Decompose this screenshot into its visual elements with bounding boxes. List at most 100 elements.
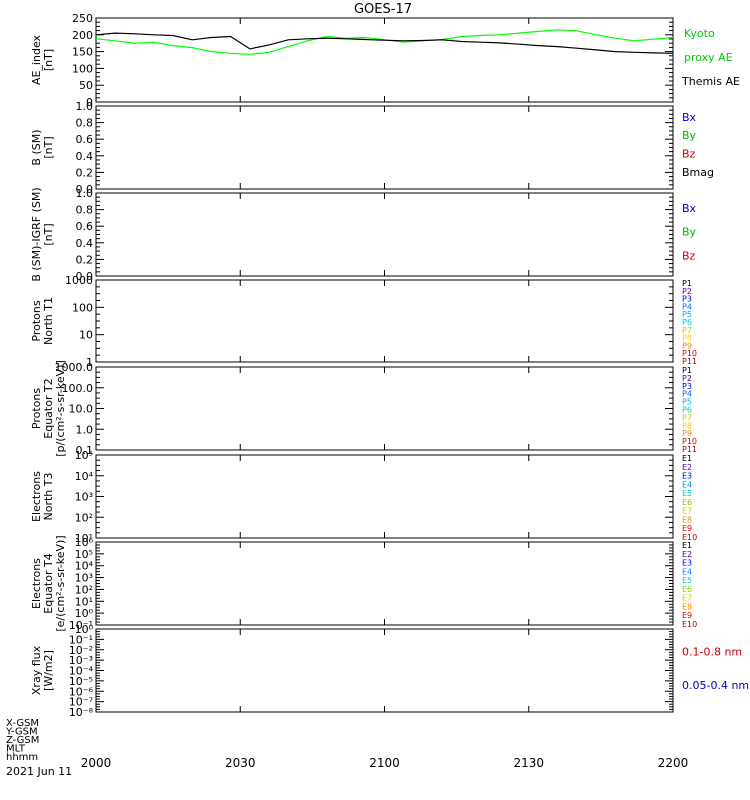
legend-entry: E8 — [682, 515, 692, 524]
panel-frame — [95, 454, 674, 539]
y-tick-label: 50 — [79, 79, 93, 92]
y-axis-label: [nT] — [42, 223, 55, 245]
legend-entry: E3 — [682, 472, 692, 481]
y-axis-label: [W/m2] — [42, 650, 55, 691]
y-tick-label: 10⁻² — [69, 644, 93, 657]
kyoto-proxy-ae-line — [95, 29, 674, 55]
panel-frame — [95, 628, 674, 713]
legend-entry: E6 — [682, 585, 692, 594]
legend-entry: proxy AE — [684, 51, 733, 64]
y-tick-label: 1.0 — [76, 423, 94, 436]
legend-entry: E10 — [682, 620, 697, 629]
y-tick-label: 1000 — [65, 274, 93, 287]
y-axis-label: Electrons — [30, 471, 43, 522]
panel-frame — [95, 366, 674, 451]
legend-entry: 0.05-0.4 nm — [682, 679, 749, 692]
y-tick-label: 0.2 — [76, 166, 94, 179]
y-tick-label: 200 — [72, 29, 93, 42]
legend-entry: E6 — [682, 498, 692, 507]
y-tick-label: 10⁻¹ — [69, 633, 93, 646]
y-tick-label: 0.4 — [76, 150, 94, 163]
legend-entry: P3 — [682, 382, 692, 391]
panel-frame — [95, 105, 674, 190]
legend-entry: Bmag — [682, 166, 714, 179]
y-tick-label: 10² — [75, 583, 93, 596]
y-axis-label: B (SM)-IGRF (SM) — [30, 187, 43, 281]
y-tick-label: 1.0 — [76, 100, 94, 113]
legend-entry: E9 — [682, 611, 692, 620]
y-tick-label: 10⁰ — [75, 607, 94, 620]
y-tick-label: 10 — [79, 329, 93, 342]
legend-entry: P9 — [682, 429, 692, 438]
legend-entry: E1 — [682, 454, 692, 463]
legend-entry: Bx — [682, 202, 697, 215]
legend-entry: P5 — [682, 398, 692, 407]
y-tick-label: 0.6 — [76, 220, 94, 233]
x-row-label: Y-GSM — [5, 727, 38, 738]
y-tick-label: 10⁴ — [75, 470, 94, 483]
y-tick-label: 0.0 — [76, 183, 94, 196]
y-axis-label: Equator T2 — [42, 378, 55, 438]
legend-entry: E7 — [682, 507, 692, 516]
x-tick-label: 2000 — [81, 756, 112, 770]
y-axis-label: North T1 — [42, 297, 55, 345]
legend-entry: P1 — [682, 366, 692, 375]
legend-entry: P6 — [682, 406, 692, 415]
y-tick-label: 1000.0 — [55, 361, 94, 374]
legend-entry: P8 — [682, 334, 692, 343]
legend-entry: P10 — [682, 437, 697, 446]
y-axis-label: Protons — [30, 388, 43, 429]
legend-entry: P10 — [682, 349, 697, 358]
y-tick-label: 0.4 — [76, 237, 94, 250]
y-tick-label: 10¹ — [75, 532, 93, 545]
x-row-label: MLT — [6, 744, 26, 755]
y-tick-label: 10⁰ — [75, 623, 94, 636]
legend-entry: By — [682, 129, 697, 142]
y-tick-label: 10⁻⁶ — [69, 685, 94, 698]
legend-entry: P6 — [682, 318, 692, 327]
y-tick-label: 10⁻⁵ — [69, 675, 93, 688]
legend-entry: E9 — [682, 524, 692, 533]
legend-entry: By — [682, 226, 697, 239]
legend-entry: 0.1-0.8 nm — [682, 646, 742, 659]
legend-entry: E5 — [682, 489, 692, 498]
legend-entry: P8 — [682, 421, 692, 430]
panel-bsm: 0.0 0.2 0.4 0.6 0.8 1.0 B (SM) [nT] Bx By Bz Bmag — [30, 100, 714, 196]
y-tick-label: 1.0 — [76, 187, 94, 200]
themis-ae-line — [95, 32, 674, 54]
y-tick-label: 10⁻¹ — [69, 619, 93, 632]
legend-entry: E1 — [682, 541, 692, 550]
legend-entry: E4 — [682, 480, 692, 489]
y-axis-label: Protons — [30, 300, 43, 341]
legend-entry: P7 — [682, 326, 692, 335]
y-tick-label: 0.6 — [76, 133, 94, 146]
legend-entry: E2 — [682, 550, 692, 559]
panel-bigrf: 0.0 0.2 0.4 0.6 0.8 1.0 B (SM)-IGRF (SM) [nT] Bx… — [30, 187, 697, 283]
y-tick-label: 10⁵ — [75, 548, 93, 561]
y-tick-label: 10³ — [75, 572, 93, 585]
x-tick-label: 2130 — [513, 756, 544, 770]
y-axis-label: B (SM) — [30, 129, 43, 165]
y-tick-label: 100.0 — [62, 382, 94, 395]
y-tick-label: 0.2 — [76, 253, 94, 266]
legend-entry: Bz — [682, 148, 696, 161]
y-axis-label: AE_index — [30, 34, 43, 85]
legend-entry: E4 — [682, 567, 692, 576]
legend-entry: E8 — [682, 602, 692, 611]
y-axis-label: [e/(cm²-s-sr-keV)] — [54, 535, 67, 631]
legend-entry: Kyoto — [684, 27, 715, 40]
y-axis-label: [nT] — [42, 49, 55, 71]
legend-entry: P11 — [682, 445, 697, 454]
panel-en: 10¹ 10² 10³ 10⁴ 10⁵ Electrons North T3 E1E2E3E4… — [30, 449, 697, 545]
y-tick-label: 1 — [86, 356, 93, 369]
legend-entry: P4 — [682, 390, 692, 399]
panel-frame — [95, 541, 674, 626]
x-tick-label: 2200 — [658, 756, 689, 770]
y-axis-label: [nT] — [42, 136, 55, 158]
date-label: 2021 Jun 11 — [6, 765, 72, 778]
legend-entry: P11 — [682, 357, 697, 366]
y-tick-label: 100 — [72, 62, 93, 75]
